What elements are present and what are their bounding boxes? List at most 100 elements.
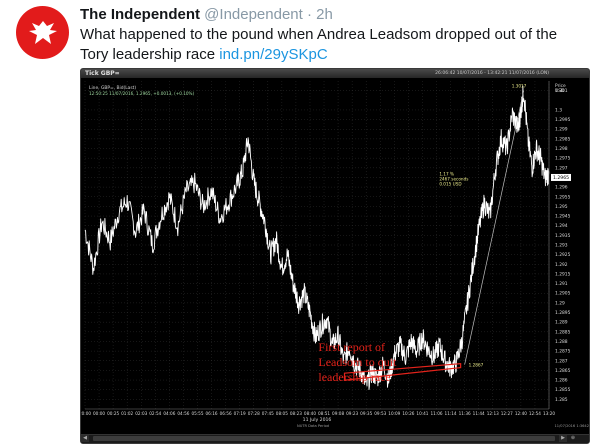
y-tick-label: 1.2915 (555, 271, 571, 277)
x-tick-label: 11:44 (473, 411, 485, 416)
y-tick-label: 1.295 (555, 204, 568, 210)
x-tick-label: 11:14 (445, 411, 457, 416)
y-tick-label: 1.292 (555, 262, 568, 268)
avatar[interactable] (16, 6, 69, 59)
y-tick-label: 1.2975 (555, 156, 571, 162)
x-tick-label: 12:13 (487, 411, 499, 416)
chart-grid (84, 81, 550, 409)
x-tick-label: 09:08 (332, 411, 344, 416)
annotation-text: Leadsom to quit (318, 355, 397, 369)
x-tick-label: 20:00 (81, 411, 91, 416)
y-axis-header: Price (555, 83, 566, 89)
y-tick-label: 1.2895 (555, 310, 571, 316)
y-tick-label: 1.297 (555, 165, 568, 171)
x-tick-label: 12:54 (529, 411, 541, 416)
y-tick-label: 1.2935 (555, 233, 571, 239)
tweet-text: What happened to the pound when Andrea L… (80, 25, 585, 65)
x-tick-label: 08:51 (318, 411, 330, 416)
x-tick-label: 04:56 (177, 411, 189, 416)
x-tick-label: 09:53 (374, 411, 386, 416)
last-price-label: 1.2965 (553, 175, 569, 181)
x-tick-label: 10:26 (402, 411, 414, 416)
y-tick-label: 1.286 (555, 378, 568, 384)
x-tick-label: 00:00 (93, 411, 105, 416)
scroll-thumb[interactable] (93, 436, 555, 441)
y-tick-label: 1.2865 (555, 368, 571, 374)
scroll-right-icon[interactable]: ▶ (559, 435, 567, 442)
y-tick-label: 1.296 (555, 185, 568, 191)
chart-image[interactable]: Tick GBP= 26:06:42 10/07/2016 - 13:42:21… (80, 68, 590, 444)
y-tick-label: 1.29 (555, 300, 565, 306)
scroll-left-icon[interactable]: ◀ (81, 435, 89, 442)
tweet-body: What happened to the pound when Andrea L… (80, 26, 558, 63)
y-tick-label: 1.299 (555, 127, 568, 133)
tweet-header: The Independent @Independent · 2h (80, 6, 333, 24)
y-tick-label: 1.289 (555, 320, 568, 326)
y-tick-label: 1.2855 (555, 387, 571, 393)
x-tick-label: 07:28 (248, 411, 260, 416)
x-tick-label: 06:56 (220, 411, 232, 416)
y-tick-label: 1.2995 (555, 117, 571, 123)
chart-footer-right: 11/07/2016 1:3642 (555, 424, 590, 428)
price-line (84, 85, 550, 391)
x-tick-label: 12:27 (501, 411, 513, 416)
y-tick-label: 1.2885 (555, 329, 571, 335)
x-tick-label: 13:20 (543, 411, 555, 416)
x-tick-label: 08:40 (304, 411, 316, 416)
y-tick-label: 1.285 (555, 397, 568, 403)
eagle-logo-icon (28, 20, 57, 44)
tweet-link[interactable]: ind.pn/29ySKpC (219, 46, 328, 63)
chart-legend-line2: 12:50:25 11/07/2016, 1.2965, +0.0013, (+… (89, 91, 195, 96)
y-tick-label: 1.2985 (555, 136, 571, 142)
tweet-time[interactable]: 2h (316, 6, 333, 23)
x-tick-label: 10:41 (416, 411, 428, 416)
chart-title: Tick GBP= (85, 70, 120, 77)
x-tick-label: 05:55 (191, 411, 203, 416)
chart-titlebar: Tick GBP= 26:06:42 10/07/2016 - 13:42:21… (81, 69, 589, 78)
y-axis: 1.301 1.3 1.2995 1.299 1.2985 1.298 1.2975 1.29… (89, 81, 571, 409)
x-axis-date: 11 July 2016 (303, 417, 332, 423)
x-axis: 20:0000:0000:2501:0202:0302:5404:0604:56… (81, 408, 590, 428)
y-tick-label: 1.291 (555, 281, 568, 287)
measure-line (464, 90, 525, 365)
chart-footer-left: NUTR Data Period (297, 424, 329, 428)
x-tick-label: 02:03 (135, 411, 147, 416)
y-tick-label: 1.298 (555, 146, 568, 152)
zoom-icon[interactable]: ⊕ (570, 435, 576, 441)
chart-legend-line1: Line, GBP=, Bid(Last) (89, 85, 136, 91)
author-name[interactable]: The Independent (80, 6, 200, 23)
x-tick-label: 00:25 (107, 411, 119, 416)
y-tick-label: 1.2875 (555, 349, 571, 355)
x-tick-label: 02:54 (149, 411, 161, 416)
y-tick-label: 1.301 (555, 88, 568, 94)
annotation-text: leadership race (318, 370, 390, 384)
x-tick-label: 07:45 (262, 411, 274, 416)
last-price-badge (551, 173, 571, 181)
measure-label: 1.17 % (439, 172, 454, 177)
chart-scrollbar[interactable]: ◀ ▶ ⊕ (81, 434, 589, 443)
y-tick-label: 1.287 (555, 358, 568, 364)
y-tick-label: 1.3 (555, 107, 562, 113)
measure-label: 0.015 USD (439, 182, 461, 187)
annotation-arrow (343, 362, 462, 381)
x-tick-label: 08:05 (276, 411, 288, 416)
y-tick-label: 1.2925 (555, 252, 571, 258)
low-value-label: 1.2867 (469, 363, 484, 368)
x-tick-label: 11:06 (430, 411, 442, 416)
x-tick-label: 11:36 (459, 411, 471, 416)
y-tick-label: 1.294 (555, 223, 568, 229)
author-handle[interactable]: @Independent (204, 6, 303, 23)
x-tick-label: 01:02 (121, 411, 133, 416)
y-tick-label: 1.293 (555, 243, 568, 249)
y-tick-label: 1.2955 (555, 194, 571, 200)
x-tick-label: 06:16 (206, 411, 218, 416)
x-tick-label: 09:23 (346, 411, 358, 416)
annotation-text: First report of (318, 340, 385, 354)
x-tick-label: 04:06 (163, 411, 175, 416)
y-axis-header: USD (555, 88, 565, 94)
separator: · (307, 6, 312, 23)
x-tick-label: 07:19 (234, 411, 246, 416)
